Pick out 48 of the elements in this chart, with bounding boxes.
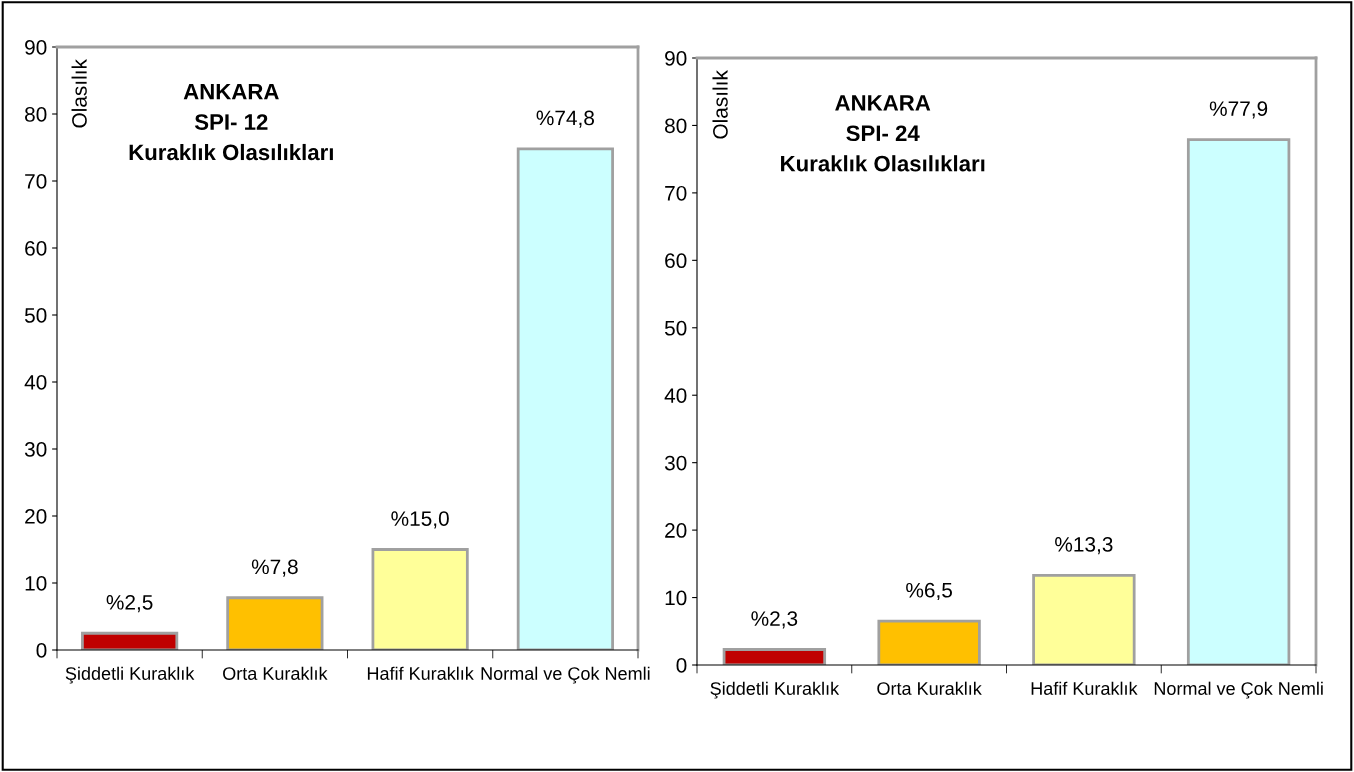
data-label: %13,3 bbox=[1055, 536, 1113, 555]
x-tick-label: Normal ve Çok Nemli bbox=[481, 666, 650, 684]
data-label: %77,9 bbox=[1209, 101, 1268, 119]
bar bbox=[722, 648, 827, 665]
x-tick-label: Hafif Kuraklık bbox=[1031, 681, 1138, 695]
y-tick-label: 20 bbox=[665, 523, 687, 538]
data-label: %6,5 bbox=[906, 582, 952, 601]
bar bbox=[81, 631, 179, 650]
y-tick-label: 10 bbox=[25, 576, 47, 591]
text: ANKARA SPI- 24 Kuraklık Olasılıkları bbox=[781, 95, 985, 172]
y-tick-label: 50 bbox=[24, 308, 47, 323]
data-label: %2,5 bbox=[106, 594, 153, 613]
y-tick-label: 70 bbox=[25, 174, 47, 189]
y-tick-label: 20 bbox=[25, 509, 47, 524]
data-label: %2,3 bbox=[751, 611, 798, 629]
y-tick-label: 70 bbox=[665, 185, 687, 201]
y-axis-title: Olasılık bbox=[712, 70, 728, 139]
bar bbox=[371, 548, 469, 650]
bar bbox=[877, 619, 981, 665]
x-tick-label: Şiddetli Kuraklık bbox=[65, 666, 195, 684]
bar bbox=[516, 147, 614, 650]
y-tick-label: 30 bbox=[24, 442, 47, 457]
y-tick-label: 0 bbox=[36, 643, 47, 658]
y-tick-label: 40 bbox=[24, 375, 47, 390]
x-tick-label: Orta Kuraklık bbox=[223, 666, 328, 680]
y-tick-label: 80 bbox=[25, 107, 47, 122]
data-label: %15,0 bbox=[391, 511, 449, 529]
y-tick-label: 90 bbox=[665, 51, 687, 66]
bar bbox=[1186, 138, 1291, 665]
data-label: %7,8 bbox=[251, 559, 298, 577]
data-label: %74,8 bbox=[536, 110, 595, 128]
text: ANKARA SPI- 12 Kuraklık Olasılıkları bbox=[129, 84, 333, 161]
y-tick-label: 10 bbox=[665, 590, 687, 606]
y-tick-label: 0 bbox=[676, 658, 687, 673]
bar bbox=[226, 596, 324, 650]
y-axis-title: Olasılık bbox=[71, 59, 87, 128]
bar bbox=[1032, 573, 1136, 665]
x-tick-label: Şiddetli Kuraklık bbox=[710, 681, 840, 699]
y-tick-label: 80 bbox=[665, 118, 687, 134]
y-tick-label: 50 bbox=[664, 320, 687, 336]
x-tick-label: Normal ve Çok Nemli bbox=[1154, 681, 1323, 699]
y-tick-label: 40 bbox=[664, 388, 687, 403]
x-tick-label: Hafif Kuraklık bbox=[367, 666, 474, 680]
x-tick-label: Orta Kuraklık bbox=[877, 681, 982, 695]
y-tick-label: 60 bbox=[25, 241, 47, 256]
y-tick-label: 90 bbox=[25, 40, 47, 55]
y-tick-label: 30 bbox=[664, 455, 687, 471]
y-tick-label: 60 bbox=[665, 253, 687, 269]
